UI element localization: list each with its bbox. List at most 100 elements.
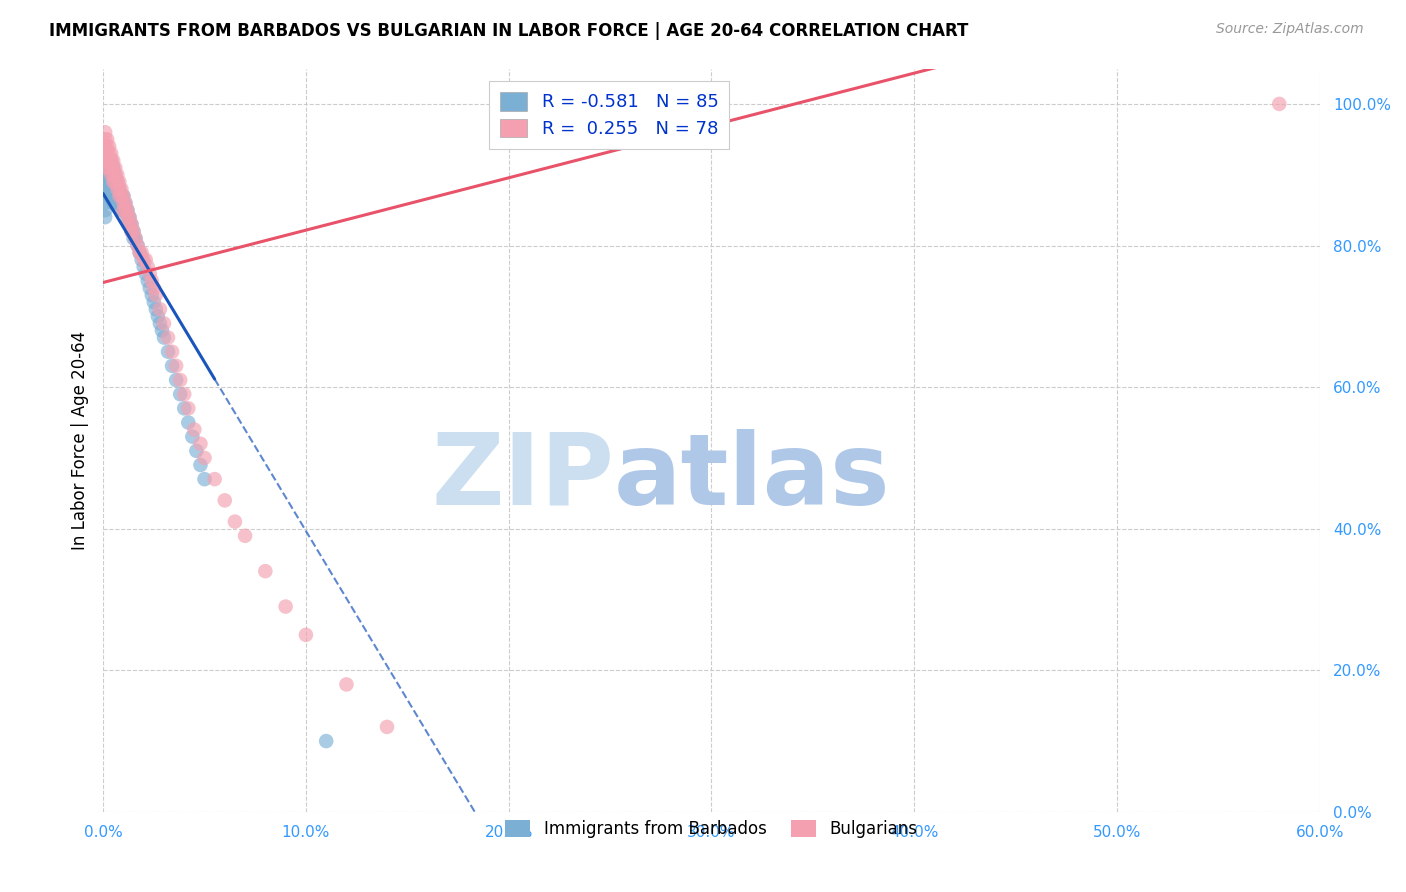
Point (100, 168, 122, 182)
Point (103, 189, 125, 203)
Y-axis label: In Labor Force | Age 20-64: In Labor Force | Age 20-64 (72, 331, 89, 549)
Point (110, 182, 132, 196)
Point (114, 203, 136, 218)
Point (193, 472, 215, 486)
Point (169, 373, 191, 387)
Point (145, 302, 167, 317)
Point (98, 175, 121, 189)
Point (165, 373, 187, 387)
Point (135, 252, 157, 267)
Point (98, 182, 121, 196)
Point (173, 401, 195, 416)
Point (108, 196, 131, 211)
Point (94, 161, 117, 175)
Point (94, 196, 117, 211)
Point (100, 189, 122, 203)
Point (157, 330, 180, 344)
Point (295, 628, 318, 642)
Point (104, 175, 127, 189)
Point (127, 238, 149, 252)
Point (315, 734, 337, 748)
Point (131, 245, 153, 260)
Point (145, 288, 167, 302)
Point (96, 168, 118, 182)
Point (118, 217, 141, 231)
Point (105, 196, 128, 211)
Point (128, 245, 150, 260)
Point (224, 515, 246, 529)
Point (160, 359, 183, 373)
Point (104, 168, 127, 182)
Point (118, 210, 141, 224)
Point (157, 344, 180, 359)
Point (104, 168, 127, 182)
Point (100, 175, 122, 189)
Point (94, 203, 117, 218)
Point (131, 252, 153, 267)
Point (169, 387, 191, 401)
Point (335, 677, 357, 691)
Legend: Immigrants from Barbados, Bulgarians: Immigrants from Barbados, Bulgarians (499, 813, 924, 845)
Point (94, 146, 117, 161)
Point (150, 323, 173, 337)
Point (193, 450, 215, 465)
Point (94, 132, 117, 146)
Point (105, 175, 128, 189)
Point (117, 210, 139, 224)
Point (94, 153, 117, 168)
Point (173, 387, 195, 401)
Point (190, 436, 212, 450)
Point (121, 217, 143, 231)
Point (127, 238, 149, 252)
Point (96, 153, 118, 168)
Point (142, 295, 165, 310)
Point (122, 224, 145, 238)
Point (121, 224, 143, 238)
Point (108, 182, 131, 196)
Point (108, 182, 131, 196)
Point (112, 189, 135, 203)
Point (204, 472, 226, 486)
Point (103, 168, 125, 182)
Text: Source: ZipAtlas.com: Source: ZipAtlas.com (1216, 22, 1364, 37)
Point (190, 458, 212, 472)
Point (105, 168, 128, 182)
Point (136, 274, 159, 288)
Point (114, 203, 136, 218)
Point (100, 153, 122, 168)
Point (135, 267, 157, 281)
Point (121, 224, 143, 238)
Point (108, 175, 131, 189)
Point (105, 182, 128, 196)
Point (132, 260, 155, 274)
Text: atlas: atlas (614, 429, 891, 526)
Point (103, 175, 125, 189)
Point (110, 189, 132, 203)
Point (122, 231, 145, 245)
Point (124, 231, 146, 245)
Point (94, 161, 117, 175)
Point (100, 168, 122, 182)
Point (94, 189, 117, 203)
Point (110, 203, 132, 218)
Point (96, 139, 118, 153)
Point (177, 401, 200, 416)
Point (98, 168, 121, 182)
Point (254, 564, 277, 578)
Point (94, 146, 117, 161)
Point (103, 161, 125, 175)
Point (100, 161, 122, 175)
Point (122, 224, 145, 238)
Point (117, 210, 139, 224)
Point (100, 153, 122, 168)
Point (98, 146, 121, 161)
Point (121, 217, 143, 231)
Point (112, 203, 135, 218)
Point (96, 146, 118, 161)
Point (112, 196, 135, 211)
Point (165, 359, 187, 373)
Point (117, 203, 139, 218)
Point (103, 196, 125, 211)
Point (375, 720, 398, 734)
Point (233, 529, 256, 543)
